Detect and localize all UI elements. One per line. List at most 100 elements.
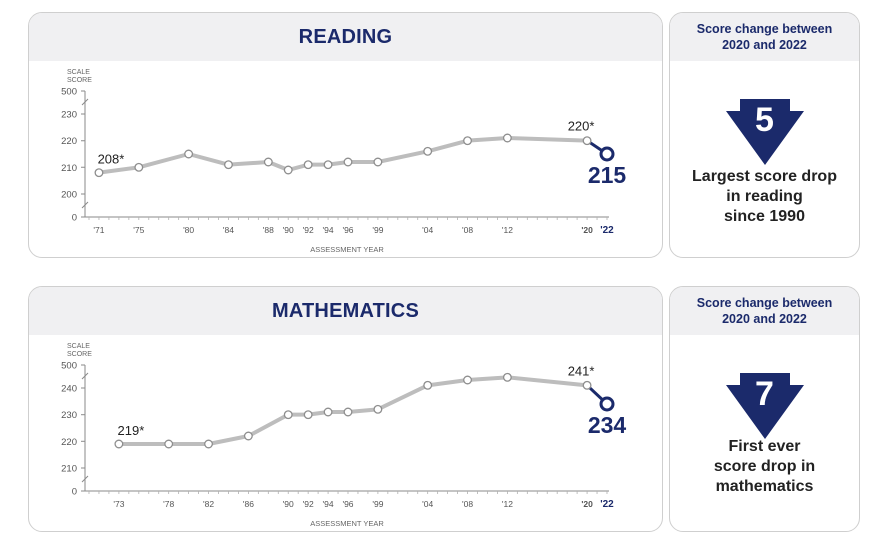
math-panel: MATHEMATICS SCALE SCORE 0 210 220 230 240 500 '7…: [28, 286, 663, 532]
math-x-tick-label: '94: [323, 499, 334, 509]
math-y-tick-label: 500: [61, 361, 77, 372]
reading-data-label: 220*: [568, 119, 595, 134]
reading-data-point: [502, 133, 512, 143]
math-x-tick-label: '22: [600, 499, 614, 510]
reading-x-tick-label: '08: [462, 225, 473, 235]
math-data-point: [463, 375, 472, 385]
reading-data-point: [224, 160, 233, 170]
math-data-point: [114, 439, 124, 449]
reading-data-label: 208*: [98, 152, 125, 167]
math-x-tick-label: '12: [502, 499, 513, 509]
reading-caption-line: Largest score drop: [692, 168, 837, 185]
reading-axis-break-mark: [81, 98, 89, 106]
math-axis-break-mark: [81, 475, 89, 483]
math-data-point: [164, 439, 174, 449]
reading-y-tick-label: 210: [61, 163, 77, 174]
math-caption-line: mathematics: [715, 478, 814, 495]
math-data-point: [502, 372, 512, 382]
reading-x-tick-label: '04: [422, 225, 433, 235]
math-x-tick-label: '99: [372, 499, 383, 509]
math-side-header-line2: 2020 and 2022: [722, 312, 807, 326]
math-data-point: [303, 410, 313, 420]
reading-data-point: [283, 165, 293, 175]
math-x-tick-label: '78: [163, 499, 174, 509]
reading-data-point: [184, 149, 194, 159]
math-x-tick-label: '04: [422, 499, 433, 509]
reading-data-point: [134, 162, 144, 172]
math-caption-line: First ever: [728, 438, 801, 455]
reading-score-change: 5: [755, 101, 774, 139]
math-title: MATHEMATICS: [272, 299, 419, 322]
reading-x-tick-label: '80: [183, 225, 194, 235]
reading-data-point: [303, 160, 313, 170]
reading-x-tick-label: '92: [303, 225, 314, 235]
math-data-point: [423, 380, 433, 390]
reading-data-point: [582, 136, 592, 146]
math-header: MATHEMATICS: [29, 287, 662, 335]
reading-x-tick-label: '12: [502, 225, 513, 235]
math-y-tick-label: 210: [61, 464, 77, 475]
reading-data-point: [463, 136, 472, 146]
math-side-panel: Score change between 2020 and 2022 7 Fir…: [669, 286, 860, 532]
math-side-header: Score change between 2020 and 2022: [670, 287, 859, 335]
reading-panel: READING SCALE SCORE 0 200 210 220 230 500 '71 '75…: [28, 12, 663, 258]
math-data-point: [343, 407, 353, 417]
reading-y-tick-label: 0: [72, 213, 77, 224]
math-data-point: [599, 396, 615, 412]
reading-header: READING: [29, 13, 662, 61]
math-data-point: [204, 439, 213, 449]
math-x-tick-label: '82: [203, 499, 214, 509]
math-x-tick-label: '90: [283, 499, 294, 509]
reading-x-axis-label: ASSESSMENT YEAR: [310, 245, 384, 254]
math-x-tick-label: '86: [243, 499, 254, 509]
reading-side-caption: Largest score drop in reading since 1990: [670, 167, 859, 227]
math-x-tick-label: '92: [303, 499, 314, 509]
math-side-caption: First ever score drop in mathematics: [670, 437, 859, 497]
math-y-tick-label: 240: [61, 384, 77, 395]
reading-axis-break-mark: [81, 201, 89, 209]
reading-x-tick-label: '94: [323, 225, 334, 235]
math-data-label: 241*: [568, 363, 595, 378]
math-data-point: [582, 380, 592, 390]
math-data-point: [243, 431, 253, 441]
reading-side-panel: Score change between 2020 and 2022 5 Lar…: [669, 12, 860, 258]
reading-data-point: [263, 157, 273, 167]
math-y-tick-label: 230: [61, 410, 77, 421]
reading-title: READING: [298, 25, 393, 48]
reading-caption-line: since 1990: [724, 208, 805, 225]
math-down-arrow-shape: [725, 373, 804, 439]
math-y-axis-label: SCORE: [67, 351, 92, 358]
reading-y-tick-label: 200: [61, 190, 77, 201]
reading-side-header: Score change between 2020 and 2022: [670, 13, 859, 61]
reading-y-axis-label: SCALE: [67, 69, 90, 76]
math-x-tick-label: '20: [581, 499, 593, 509]
reading-data-point: [323, 160, 333, 170]
math-y-axis-label: SCALE: [67, 343, 90, 350]
reading-x-tick-label: '71: [93, 225, 104, 235]
math-axis-break-mark: [81, 372, 89, 380]
reading-down-arrow-shape: [725, 99, 804, 165]
reading-x-tick-label: '20: [581, 225, 593, 235]
reading-data-label: 215: [588, 162, 627, 188]
reading-side-header-line1: Score change between: [696, 22, 833, 36]
reading-data-point: [94, 168, 104, 178]
reading-data-point: [423, 146, 433, 156]
reading-data-point: [343, 157, 353, 167]
math-down-arrow-icon: 7: [725, 373, 804, 439]
math-side-header-line1: Score change between: [696, 296, 833, 310]
math-x-tick-label: '08: [462, 499, 473, 509]
reading-caption-line: in reading: [726, 188, 803, 205]
reading-x-tick-label: '75: [133, 225, 144, 235]
math-caption-line: score drop in: [713, 458, 816, 475]
math-data-label: 219*: [118, 423, 145, 438]
reading-x-tick-label: '99: [372, 225, 383, 235]
reading-y-tick-label: 230: [61, 110, 77, 121]
math-data-point: [373, 404, 383, 414]
reading-series-line: [96, 136, 590, 175]
math-series-line: [116, 375, 590, 446]
reading-y-axis-label: SCORE: [67, 77, 92, 84]
reading-x-tick-label: '22: [600, 225, 614, 236]
math-data-point: [323, 407, 333, 417]
